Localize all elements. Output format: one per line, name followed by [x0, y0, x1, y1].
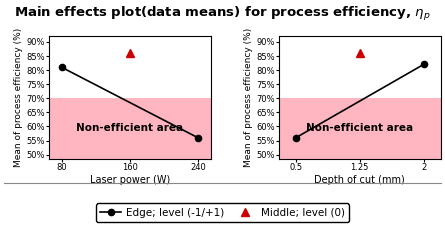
Bar	[279, 98, 441, 159]
Text: Non-efficient area: Non-efficient area	[306, 123, 413, 133]
Text: Main effects plot(data means) for process efficiency, $\eta_p$: Main effects plot(data means) for proces…	[14, 5, 431, 22]
Y-axis label: Mean of process efficiency (%): Mean of process efficiency (%)	[14, 28, 24, 167]
X-axis label: Laser power (W): Laser power (W)	[90, 175, 170, 185]
Bar	[49, 98, 211, 159]
Text: Non-efficient area: Non-efficient area	[76, 123, 183, 133]
X-axis label: Depth of cut (mm): Depth of cut (mm)	[314, 175, 405, 185]
Legend: Edge; level (-1/+1), Middle; level (0): Edge; level (-1/+1), Middle; level (0)	[96, 203, 349, 222]
Y-axis label: Mean of process efficiency (%): Mean of process efficiency (%)	[244, 28, 253, 167]
